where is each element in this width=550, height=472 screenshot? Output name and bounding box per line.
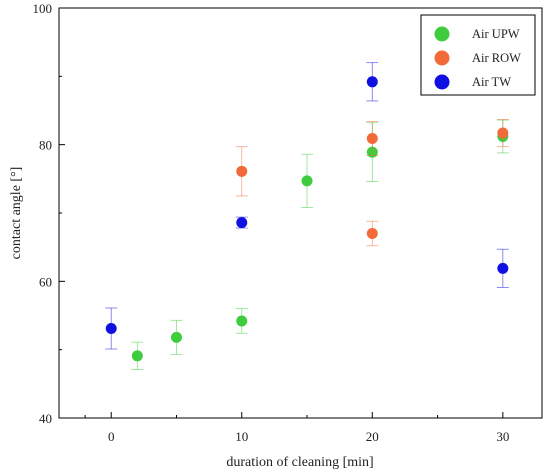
marker-air-upw [131,350,143,362]
x-tick-label: 0 [108,429,115,444]
ticks-layer: 0 10 20 30 40 60 80 100 [33,1,510,444]
marker-air-upw [301,175,313,187]
marker-air-row [366,228,378,239]
marker-air-row [366,133,378,145]
marks-layer [105,62,509,370]
x-tick-label: 30 [496,429,509,444]
point-air-tw [105,307,118,350]
point-air-tw [366,62,379,102]
legend-marker-air-row [434,50,450,66]
marker-air-row [236,165,248,177]
point-air-upw [301,153,314,208]
y-tick-label: 40 [39,411,52,426]
marker-air-tw [105,322,117,334]
point-air-upw [235,308,248,334]
marker-air-tw [236,217,248,229]
legend: Air UPW Air ROW Air TW [420,14,536,96]
point-air-tw [496,248,509,288]
point-air-tw [235,216,248,229]
y-tick-label: 60 [39,274,52,289]
point-air-row [235,146,248,197]
x-tick-label: 10 [235,429,248,444]
marker-air-upw [236,315,248,327]
point-air-upw [170,319,183,355]
point-air-row [366,220,379,247]
legend-marker-air-tw [434,74,450,90]
y-tick-label: 100 [33,1,53,16]
x-tick-label: 20 [366,429,379,444]
point-air-row [496,118,509,148]
y-axis-title: contact angle [°] [9,167,24,260]
legend-label-air-upw: Air UPW [472,27,520,41]
marker-air-tw [366,76,378,88]
point-air-row [366,121,379,157]
legend-label-air-row: Air ROW [472,51,521,65]
marker-air-row [497,127,509,139]
marker-air-upw [170,331,182,343]
x-axis-title: duration of cleaning [min] [226,455,373,470]
y-tick-label: 80 [39,138,52,153]
legend-marker-air-upw [434,26,450,42]
point-air-upw [131,341,144,370]
marker-air-tw [497,262,509,274]
legend-label-air-tw: Air TW [472,75,511,89]
